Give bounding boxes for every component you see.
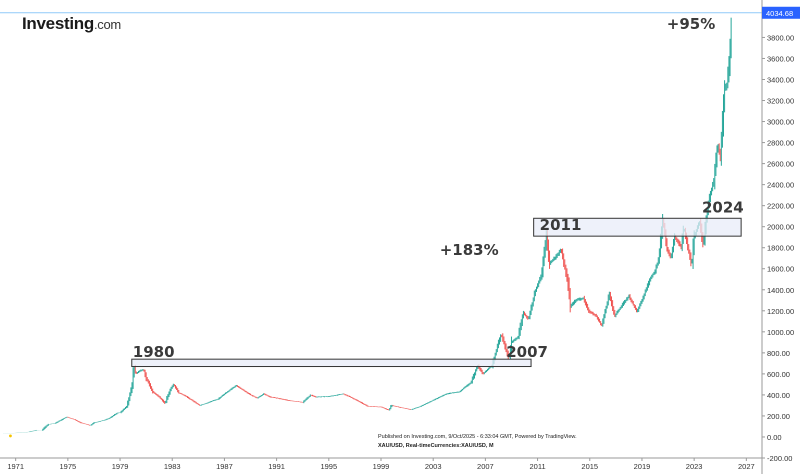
y-tick-label: 3600.00 bbox=[767, 54, 794, 63]
y-tick-label: 3200.00 bbox=[767, 97, 794, 106]
y-tick-label: 800.00 bbox=[767, 349, 790, 358]
x-tick-label: 2015 bbox=[581, 462, 598, 471]
x-tick-label: 1999 bbox=[373, 462, 390, 471]
x-tick-label: 1979 bbox=[112, 462, 129, 471]
y-tick-label: 1600.00 bbox=[767, 265, 794, 274]
annotation-label: +95% bbox=[667, 15, 715, 33]
x-tick-label: 1995 bbox=[320, 462, 337, 471]
y-tick-label: 2600.00 bbox=[767, 160, 794, 169]
x-tick-label: 1975 bbox=[60, 462, 77, 471]
investing-logo: Investing.com bbox=[22, 14, 121, 34]
chart-annotations: 1980 2007 2011 2024 +183% +95% bbox=[131, 15, 744, 368]
y-tick-label: 2800.00 bbox=[767, 139, 794, 148]
x-tick-label: 1971 bbox=[7, 462, 24, 471]
instrument-label: XAU/USD, Real-timeCurrencies:XAU/USD, M bbox=[378, 443, 494, 449]
y-tick-label: 600.00 bbox=[767, 370, 790, 379]
y-tick-label: 2200.00 bbox=[767, 202, 794, 211]
last-price-tag bbox=[762, 6, 800, 19]
x-tick-label: 2007 bbox=[477, 462, 494, 471]
logo-main: Investing bbox=[22, 14, 94, 33]
annotation-label: 2024 bbox=[702, 198, 744, 216]
y-axis: -200.00 0.00 200.00 400.00 600.00 800.00 1000.… bbox=[761, 0, 800, 474]
x-tick-label: 1983 bbox=[164, 462, 181, 471]
annotation-label: 2011 bbox=[540, 216, 582, 234]
x-tick-label: 1987 bbox=[216, 462, 233, 471]
annotation-label: +183% bbox=[440, 241, 499, 259]
y-tick-label: 3400.00 bbox=[767, 75, 794, 84]
y-tick-label: 1000.00 bbox=[767, 328, 794, 337]
y-tick-label: 0.00 bbox=[767, 433, 782, 442]
resistance-box bbox=[533, 217, 742, 237]
y-tick-label: 2000.00 bbox=[767, 223, 794, 232]
resistance-box bbox=[131, 358, 532, 368]
published-credit: Published on Investing.com, 9/Oct/2025 -… bbox=[378, 434, 577, 440]
y-tick-label: 2400.00 bbox=[767, 181, 794, 190]
x-tick-label: 2011 bbox=[530, 462, 546, 471]
annotation-label: 2007 bbox=[506, 343, 548, 361]
y-tick-label: 1200.00 bbox=[767, 307, 794, 316]
y-tick-label: 1400.00 bbox=[767, 286, 794, 295]
x-tick-label: 2003 bbox=[425, 462, 442, 471]
x-tick-label: 2019 bbox=[634, 462, 651, 471]
x-tick-label: 2023 bbox=[686, 462, 703, 471]
last-price-label: 4034.68 bbox=[766, 9, 793, 18]
y-tick-label: 3800.00 bbox=[767, 33, 794, 42]
x-axis: 1971 1975 1979 1983 1987 1991 1995 1999 2003 2007… bbox=[0, 457, 762, 471]
y-tick-label: 400.00 bbox=[767, 391, 790, 400]
y-tick-label: 3000.00 bbox=[767, 118, 794, 127]
x-tick-label: 1991 bbox=[268, 462, 285, 471]
price-series bbox=[3, 17, 732, 438]
x-tick-label: 2027 bbox=[738, 462, 755, 471]
y-tick-label: 200.00 bbox=[767, 412, 790, 421]
annotation-label: 1980 bbox=[133, 343, 175, 361]
y-tick-label: 1800.00 bbox=[767, 244, 794, 253]
baseline-marker bbox=[9, 434, 12, 438]
y-tick-label: -200.00 bbox=[767, 454, 792, 463]
logo-suffix: .com bbox=[93, 17, 121, 32]
